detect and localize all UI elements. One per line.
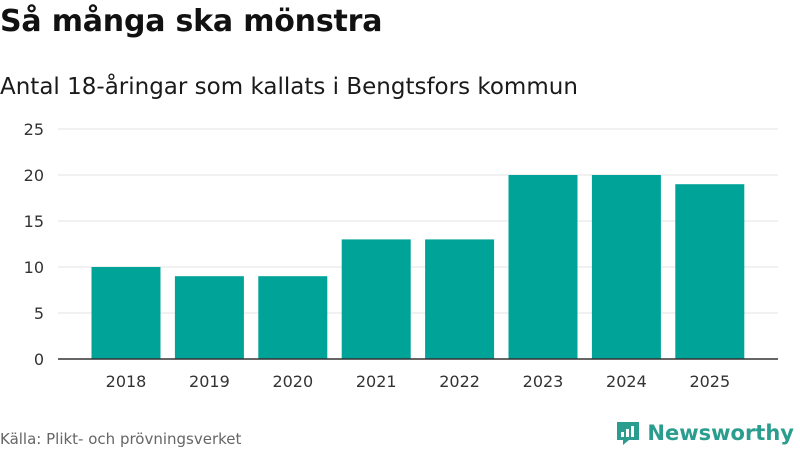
bar-2022 xyxy=(425,239,495,359)
chart-subtitle: Antal 18-åringar som kallats i Bengtsfor… xyxy=(0,74,578,100)
x-tick-label: 2019 xyxy=(189,372,230,391)
x-tick-label: 2020 xyxy=(272,372,313,391)
y-tick-label: 15 xyxy=(24,212,44,231)
y-axis-ticks: 0 5 10 15 20 25 xyxy=(24,120,44,369)
gridlines xyxy=(58,128,778,314)
brand-name: Newsworthy xyxy=(647,421,794,445)
bar-2020 xyxy=(258,276,328,359)
x-tick-label: 2018 xyxy=(106,372,147,391)
y-tick-label: 5 xyxy=(34,304,44,323)
x-tick-label: 2024 xyxy=(606,372,647,391)
source-note: Källa: Plikt- och prövningsverket xyxy=(0,430,242,448)
bar-2024 xyxy=(591,175,661,359)
x-tick-label: 2021 xyxy=(356,372,397,391)
y-tick-label: 10 xyxy=(24,258,44,277)
newsworthy-logo-icon xyxy=(617,422,640,445)
chart-title: Så många ska mönstra xyxy=(0,4,383,39)
brand-logo: Newsworthy xyxy=(615,420,794,446)
x-tick-label: 2022 xyxy=(439,372,480,391)
x-tick-label: 2025 xyxy=(689,372,730,391)
bar-2023 xyxy=(508,175,578,359)
x-tick-label: 2023 xyxy=(523,372,564,391)
bar-2025 xyxy=(675,184,745,359)
x-axis-ticks: 2018 2019 2020 2021 2022 2023 2024 2025 xyxy=(106,372,731,391)
y-tick-label: 25 xyxy=(24,120,44,139)
bars xyxy=(91,175,745,359)
y-tick-label: 20 xyxy=(24,166,44,185)
bar-2021 xyxy=(341,239,411,359)
bar-2018 xyxy=(91,267,161,359)
y-tick-label: 0 xyxy=(34,350,44,369)
bar-2019 xyxy=(174,276,244,359)
